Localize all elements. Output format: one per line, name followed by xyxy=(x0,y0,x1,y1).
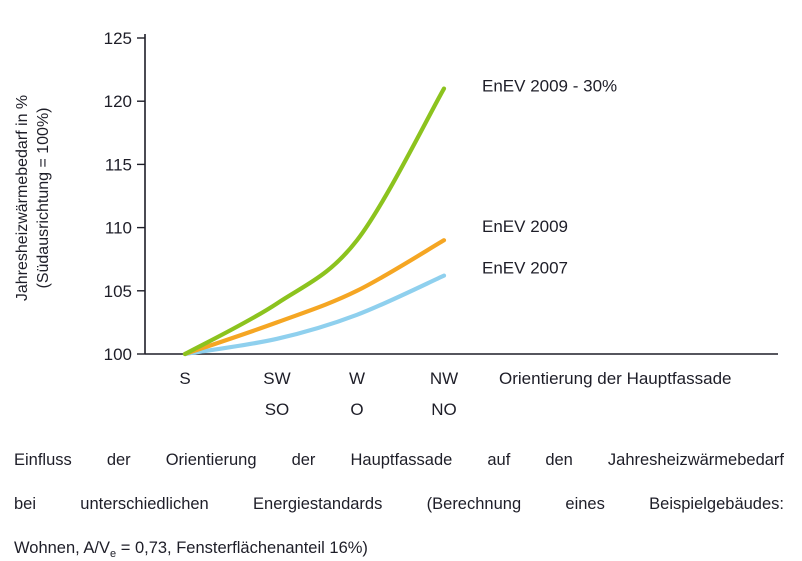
y-tick-label: 100 xyxy=(104,345,132,364)
caption-subscript: e xyxy=(110,548,117,560)
x-tick-label-secondary: O xyxy=(350,400,363,419)
series-line-0 xyxy=(182,86,447,357)
series-label-0: EnEV 2009 - 30% xyxy=(482,77,617,96)
caption-line-3: Wohnen, A/Ve = 0,73, Fensterflächenantei… xyxy=(14,537,784,561)
caption-line-1: Einfluss der Orientierung der Hauptfassa… xyxy=(14,451,784,469)
x-tick-label: NW xyxy=(430,369,458,388)
x-tick-label: S xyxy=(179,369,190,388)
y-tick-label: 110 xyxy=(105,219,132,238)
x-tick-label: SW xyxy=(263,369,290,388)
caption-line-3-pre: Wohnen, A/V xyxy=(14,539,111,557)
y-axis-title-line2: (Südausrichtung = 100%) xyxy=(35,108,52,289)
series-line-1 xyxy=(182,238,447,357)
series-label-1: EnEV 2009 xyxy=(482,217,568,236)
y-axis: 100 105 110 115 120 125 xyxy=(104,29,146,364)
y-tick-label: 125 xyxy=(104,29,132,48)
x-axis-title: Orientierung der Hauptfassade xyxy=(499,369,731,388)
series-line-2 xyxy=(182,273,447,357)
x-tick-label-secondary: NO xyxy=(431,400,457,419)
y-tick-label: 105 xyxy=(104,282,132,301)
y-tick-label: 120 xyxy=(104,92,132,111)
y-tick-label: 115 xyxy=(105,155,132,174)
figure-caption: Einfluss der Orientierung der Hauptfassa… xyxy=(14,449,784,561)
series-label-2: EnEV 2007 xyxy=(482,259,568,278)
caption-line-2: bei unterschiedlichen Energiestandards (… xyxy=(14,495,784,513)
x-tick-label: W xyxy=(349,369,365,388)
series-lines xyxy=(182,86,447,357)
caption-line-3-post: = 0,73, Fensterflächenanteil 16%) xyxy=(116,539,368,557)
chart: 100 105 110 115 120 125 S SW SO WO NW NO EnEV 2009… xyxy=(14,29,778,419)
series-labels: EnEV 2009 - 30% EnEV 2009 EnEV 2007 xyxy=(482,77,617,278)
y-axis-title-line1: Jahresheizwärmebedarf in % xyxy=(14,95,31,301)
x-axis: S SW SO WO NW NO xyxy=(145,353,778,419)
x-tick-label-secondary: SO xyxy=(265,400,290,419)
